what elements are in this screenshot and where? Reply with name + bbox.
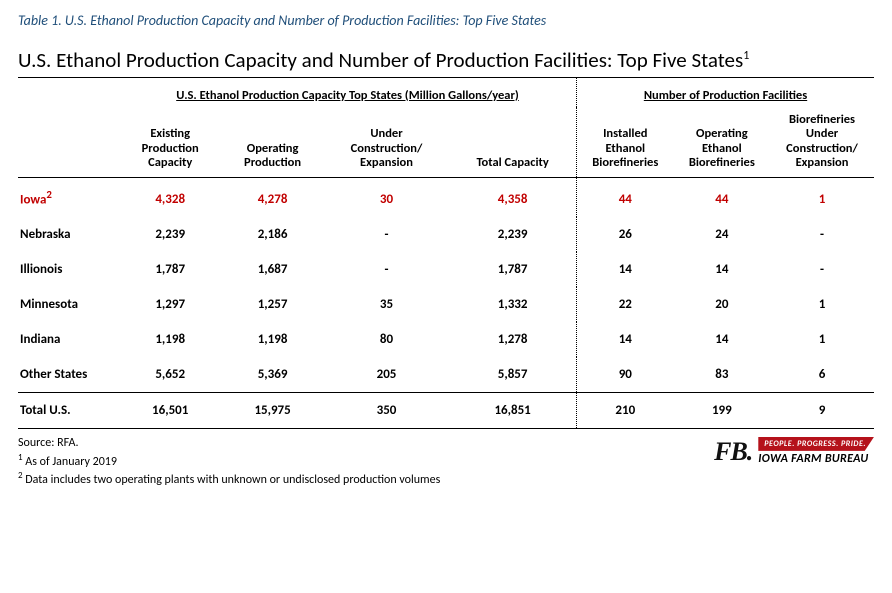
logo-tagline: PEOPLE. PROGRESS. PRIDE. [758, 437, 874, 451]
value-cell: 26 [577, 217, 674, 252]
value-cell: 4,328 [119, 177, 221, 217]
value-cell: 350 [324, 392, 449, 428]
value-cell: 14 [577, 322, 674, 357]
footnote-source: Source: RFA. [18, 435, 440, 452]
value-cell: 30 [324, 177, 449, 217]
table-caption: Table 1. U.S. Ethanol Production Capacit… [18, 12, 874, 29]
value-cell: - [324, 252, 449, 287]
footnotes: Source: RFA. 1 As of January 2019 2 Data… [18, 435, 440, 489]
value-cell: 9 [770, 392, 874, 428]
col-biorefineries-construction: BiorefineriesUnderConstruction/Expansion [770, 107, 874, 177]
table-row: Nebraska2,2392,186-2,2392624- [18, 217, 874, 252]
value-cell: 24 [674, 217, 770, 252]
value-cell: 16,851 [449, 392, 576, 428]
value-cell: - [770, 217, 874, 252]
value-cell: 1,198 [221, 322, 323, 357]
value-cell: 2,186 [221, 217, 323, 252]
value-cell: 44 [674, 177, 770, 217]
value-cell: 1,278 [449, 322, 576, 357]
value-cell: 2,239 [119, 217, 221, 252]
value-cell: 83 [674, 357, 770, 393]
state-cell: Total U.S. [18, 392, 119, 428]
state-cell: Minnesota [18, 287, 119, 322]
ethanol-table: U.S. Ethanol Production Capacity Top Sta… [18, 78, 874, 429]
col-existing-capacity: ExistingProductionCapacity [119, 107, 221, 177]
value-cell: 16,501 [119, 392, 221, 428]
table-row: Indiana1,1981,198801,27814141 [18, 322, 874, 357]
value-cell: 35 [324, 287, 449, 322]
value-cell: 205 [324, 357, 449, 393]
col-operating-biorefineries: OperatingEthanolBiorefineries [674, 107, 770, 177]
table-row: Minnesota1,2971,257351,33222201 [18, 287, 874, 322]
table-row-total: Total U.S.16,50115,97535016,8512101999 [18, 392, 874, 428]
logo-name: IOWA FARM BUREAU [758, 452, 874, 466]
logo-fb-mark: FB. [714, 440, 752, 463]
value-cell: 20 [674, 287, 770, 322]
value-cell: 1,787 [449, 252, 576, 287]
value-cell: 44 [577, 177, 674, 217]
value-cell: 1,297 [119, 287, 221, 322]
value-cell: 1,787 [119, 252, 221, 287]
value-cell: 1,332 [449, 287, 576, 322]
value-cell: 1,257 [221, 287, 323, 322]
table-row: Iowa24,3284,278304,35844441 [18, 177, 874, 217]
table-body: Iowa24,3284,278304,35844441Nebraska2,239… [18, 177, 874, 428]
state-cell: Nebraska [18, 217, 119, 252]
value-cell: 14 [674, 322, 770, 357]
value-cell: 22 [577, 287, 674, 322]
col-installed-biorefineries: InstalledEthanolBiorefineries [577, 107, 674, 177]
page-title: U.S. Ethanol Production Capacity and Num… [18, 47, 874, 73]
value-cell: 5,857 [449, 357, 576, 393]
table-row: Illionois1,7871,687-1,7871414- [18, 252, 874, 287]
value-cell: 210 [577, 392, 674, 428]
value-cell: 1 [770, 287, 874, 322]
state-cell: Illionois [18, 252, 119, 287]
value-cell: 5,369 [221, 357, 323, 393]
value-cell: 15,975 [221, 392, 323, 428]
section-header-capacity: U.S. Ethanol Production Capacity Top Sta… [119, 78, 577, 107]
value-cell: 2,239 [449, 217, 576, 252]
section-header-facilities: Number of Production Facilities [577, 78, 875, 107]
table-row: Other States5,6525,3692055,85790836 [18, 357, 874, 393]
value-cell: 199 [674, 392, 770, 428]
col-under-construction: UnderConstruction/Expansion [324, 107, 449, 177]
state-cell: Other States [18, 357, 119, 393]
iowa-farm-bureau-logo: FB. PEOPLE. PROGRESS. PRIDE. IOWA FARM B… [714, 437, 874, 466]
col-operating-production: OperatingProduction [221, 107, 323, 177]
footnote-2: 2 Data includes two operating plants wit… [18, 470, 440, 489]
value-cell: 14 [674, 252, 770, 287]
value-cell: - [770, 252, 874, 287]
value-cell: 80 [324, 322, 449, 357]
value-cell: 1 [770, 322, 874, 357]
value-cell: 1 [770, 177, 874, 217]
value-cell: 1,198 [119, 322, 221, 357]
title-text: U.S. Ethanol Production Capacity and Num… [18, 47, 743, 73]
value-cell: 90 [577, 357, 674, 393]
value-cell: - [324, 217, 449, 252]
value-cell: 4,358 [449, 177, 576, 217]
value-cell: 14 [577, 252, 674, 287]
value-cell: 5,652 [119, 357, 221, 393]
state-cell: Iowa2 [18, 177, 119, 217]
col-total-capacity: Total Capacity [449, 107, 576, 177]
value-cell: 1,687 [221, 252, 323, 287]
value-cell: 6 [770, 357, 874, 393]
value-cell: 4,278 [221, 177, 323, 217]
title-footnote-mark: 1 [743, 49, 749, 63]
footnote-1: 1 As of January 2019 [18, 452, 440, 471]
state-cell: Indiana [18, 322, 119, 357]
